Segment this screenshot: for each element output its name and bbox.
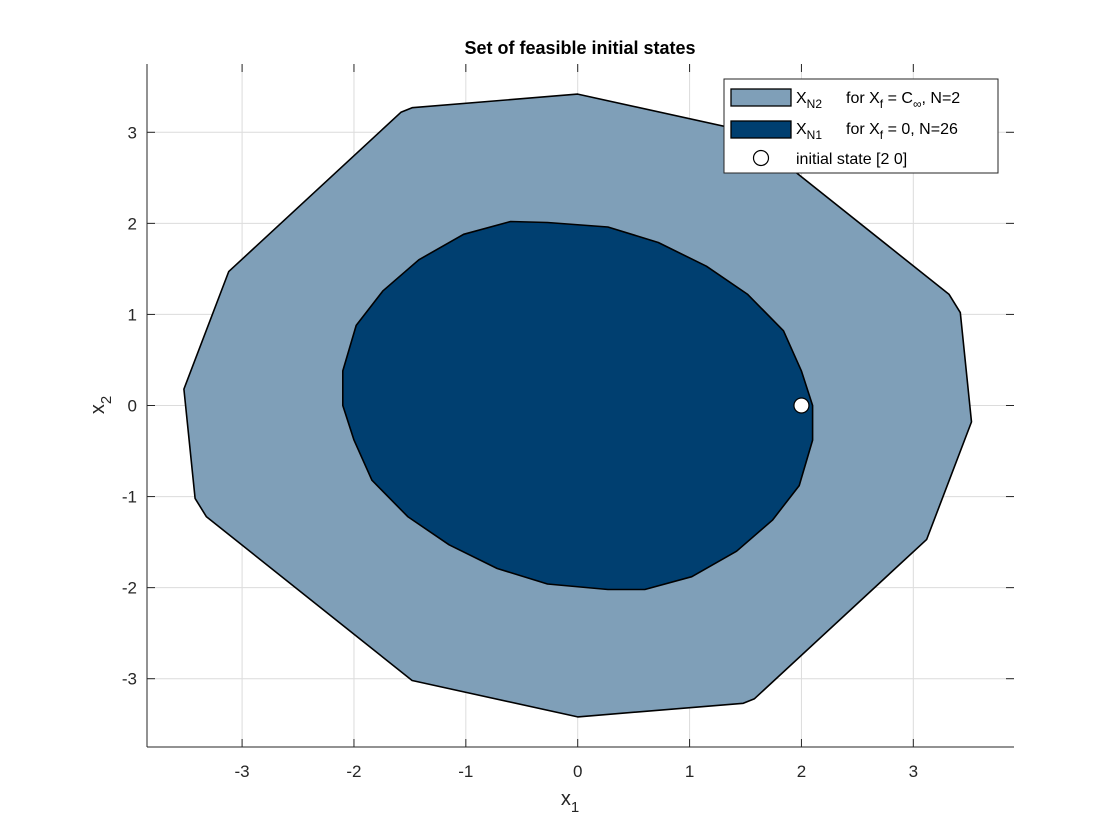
- legend-desc-outer-pre: for X: [846, 90, 880, 107]
- legend-desc-outer: for Xf = C∞, N=2: [846, 90, 960, 111]
- legend-desc-inner: for Xf = 0, N=26: [846, 121, 958, 142]
- y-tick-label: -2: [122, 579, 137, 598]
- y-tick-label: 3: [128, 123, 137, 142]
- x-tick-label: -2: [346, 762, 361, 781]
- marker-layer: [793, 397, 810, 414]
- y-tick-label: -1: [122, 488, 137, 507]
- legend-label-inner: XN1: [796, 121, 822, 142]
- legend-label-outer-base: X: [796, 90, 807, 107]
- plot-area: -3 -2 -1 0 1 2 3 -3 -2 -1 0 1 2 3: [122, 64, 1014, 781]
- axes-layer: -3 -2 -1 0 1 2 3 -3 -2 -1 0 1 2 3: [122, 64, 1014, 781]
- y-axis-label-base: x: [87, 404, 109, 414]
- y-tick-label: 2: [128, 214, 137, 233]
- y-axis-label-sub: 2: [98, 396, 115, 404]
- y-tick-label: -3: [122, 670, 137, 689]
- x-tick-label: 1: [685, 762, 694, 781]
- x-axis-label-sub: 1: [571, 799, 579, 816]
- y-tick-label: 1: [128, 305, 137, 324]
- x-tick-label: 2: [797, 762, 806, 781]
- x-tick-label: -3: [235, 762, 250, 781]
- x-tick-label: 0: [573, 762, 582, 781]
- legend-desc-inner-sub1: f: [880, 128, 884, 142]
- legend-swatch-inner: [730, 120, 792, 139]
- legend-desc-inner-post: N=26: [915, 121, 958, 138]
- legend-desc-outer-sub1: f: [880, 97, 884, 111]
- y-axis-label: x2: [87, 396, 115, 414]
- x-tick-label: -1: [458, 762, 473, 781]
- initial-state-marker: [793, 397, 810, 414]
- legend: XN2 for Xf = C∞, N=2 XN1 for Xf = 0, N=2…: [723, 78, 999, 174]
- legend-label-marker: initial state [2 0]: [796, 151, 907, 168]
- legend-desc-inner-mid: = 0,: [883, 121, 915, 138]
- legend-desc-outer-sub2: ∞: [913, 97, 922, 111]
- legend-marker-initial-state: [752, 149, 770, 167]
- legend-label-outer-sub: N2: [807, 97, 823, 111]
- legend-label-inner-sub: N1: [807, 128, 823, 142]
- legend-desc-outer-mid: = C: [883, 90, 913, 107]
- legend-swatch-outer: [730, 88, 792, 107]
- legend-desc-outer-post: , N=2: [922, 90, 961, 107]
- x-axis-label-base: x: [561, 788, 571, 810]
- y-tick-label: 0: [128, 397, 137, 416]
- region-layer: [183, 93, 973, 718]
- legend-label-inner-base: X: [796, 121, 807, 138]
- legend-desc-inner-pre: for X: [846, 121, 880, 138]
- x-axis-label: x1: [561, 788, 579, 816]
- region-inner: [341, 220, 814, 591]
- chart-title: Set of feasible initial states: [464, 38, 695, 58]
- x-tick-label: 3: [909, 762, 918, 781]
- legend-label-outer: XN2: [796, 90, 822, 111]
